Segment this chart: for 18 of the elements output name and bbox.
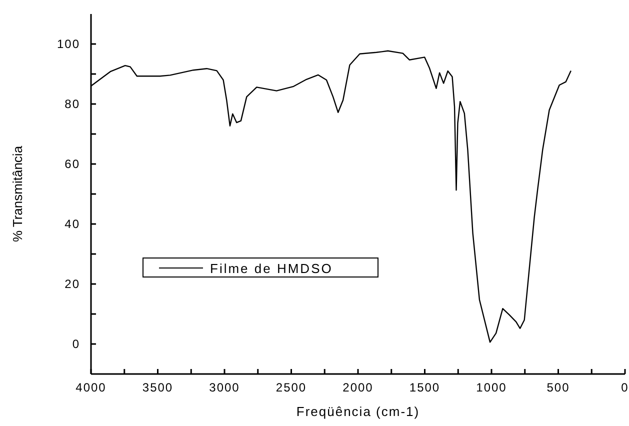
x-tick-label: 3500 [142,380,174,395]
x-tick-label: 3000 [209,380,240,395]
y-tick-label: 100 [56,36,80,51]
x-tick-label: 500 [546,380,570,395]
y-tick-label: 80 [64,96,80,111]
x-tick-label: 2000 [342,380,374,395]
y-tick-label: 40 [64,216,80,231]
x-tick-label: 4000 [76,380,106,395]
x-tick-label: 2500 [276,380,307,395]
x-axis-title: Freqüência (cm-1) [296,404,420,419]
y-axis-title: % Transmitância [10,145,25,242]
legend-label: Filme de HMDSO [210,261,333,276]
y-tick-label: 20 [64,276,80,291]
x-tick-label: 1500 [409,380,440,395]
y-tick-label: 60 [64,156,80,171]
y-tick-label: 0 [72,336,80,351]
x-tick-label: 1000 [476,380,507,395]
x-tick-label: 0 [621,380,629,395]
